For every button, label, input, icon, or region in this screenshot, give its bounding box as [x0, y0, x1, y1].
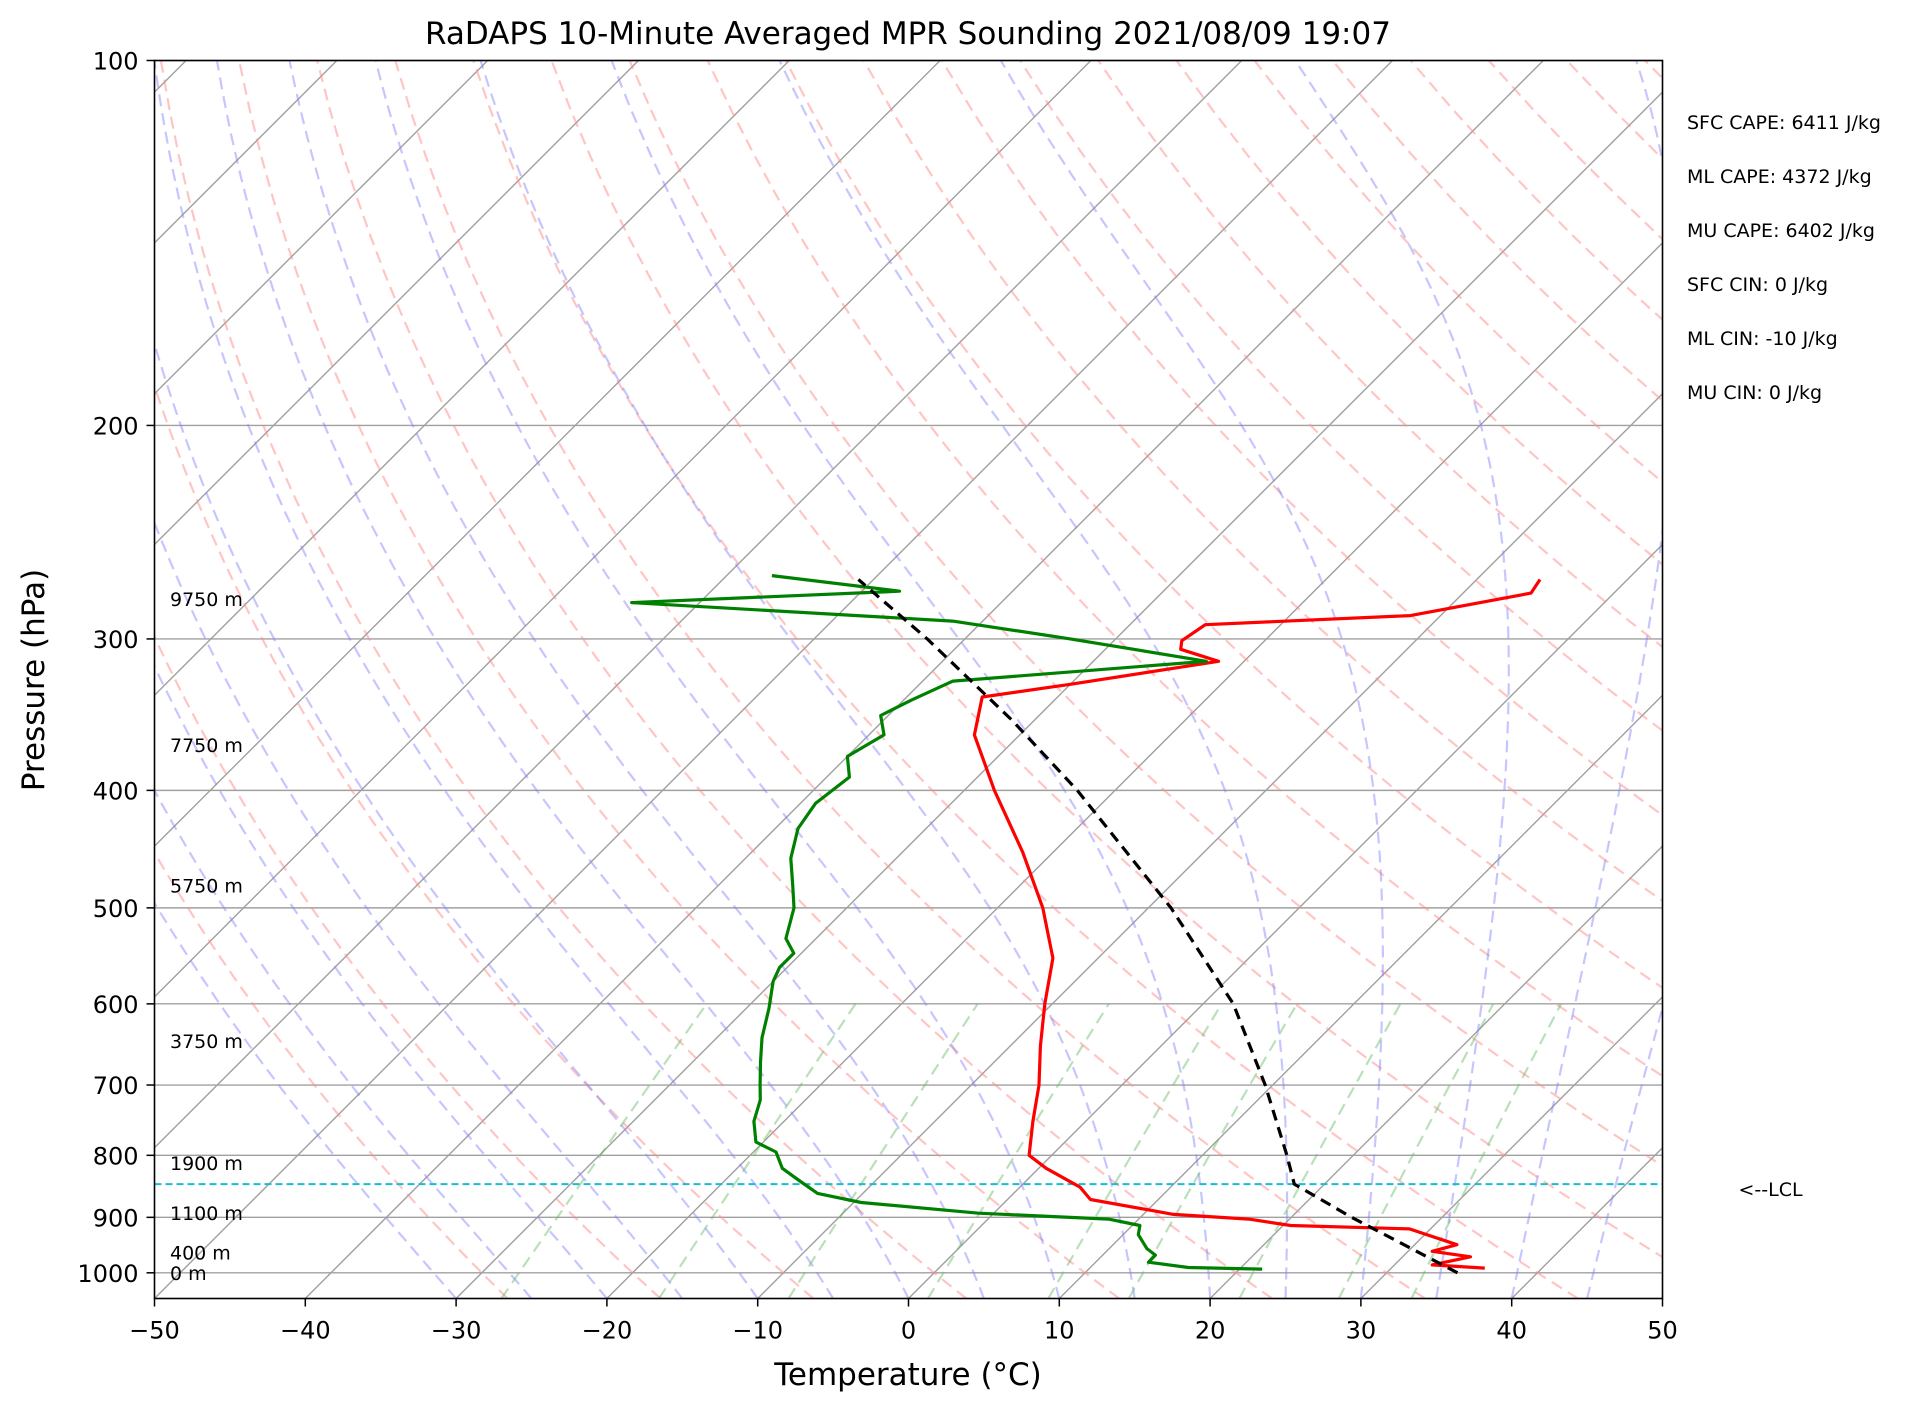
- y-tick-label: 1000: [77, 1260, 138, 1288]
- y-tick-label: 600: [93, 991, 139, 1019]
- isotherm-line: [0, 61, 639, 1299]
- isotherm-line: [909, 61, 1925, 1299]
- mixing-ratio-line: [1239, 1004, 1400, 1299]
- x-tick-label: 20: [1195, 1317, 1226, 1345]
- y-tick-label: 700: [93, 1072, 139, 1100]
- dry-adiabat-line: [630, 61, 1884, 1299]
- dry-adiabat-line: [0, 61, 508, 1299]
- dry-adiabat-line: [1098, 61, 1925, 1299]
- height-label: 1100 m: [170, 1203, 243, 1225]
- mixing-ratio-line: [501, 1004, 706, 1299]
- x-tick-label: 30: [1346, 1317, 1377, 1345]
- mixing-ratio-line: [789, 1004, 978, 1299]
- isotherm-line: [758, 61, 1925, 1299]
- isotherm-line: [305, 61, 1543, 1299]
- lcl-label-group: <--LCL: [1739, 1179, 1803, 1201]
- dry-adiabat-line: [1255, 61, 1925, 1299]
- x-tick-label: −10: [732, 1317, 783, 1345]
- isotherm-line: [1361, 61, 1925, 1299]
- x-tick-label: −40: [280, 1317, 331, 1345]
- x-tick-label: 10: [1044, 1317, 1075, 1345]
- isotherm-line: [1059, 61, 1925, 1299]
- isotherm-line: [1210, 61, 1925, 1299]
- height-label: 9750 m: [170, 589, 243, 611]
- x-tick-label: −30: [431, 1317, 482, 1345]
- moist-adiabat-line: [481, 61, 1135, 1299]
- moist-adiabat-line: [1295, 61, 1509, 1299]
- moist-adiabat-line: [1001, 61, 1383, 1299]
- moist-adiabat-line: [2, 61, 607, 1299]
- x-tick-label: 50: [1647, 1317, 1678, 1345]
- moist-adiabat-line: [154, 61, 833, 1299]
- y-tick-label: 800: [93, 1142, 139, 1170]
- mixing-ratio-line: [1412, 1004, 1562, 1299]
- x-tick-label: 0: [901, 1317, 916, 1345]
- plot-frame: [155, 61, 1663, 1299]
- stability-indices: SFC CAPE: 6411 J/kg ML CAPE: 4372 J/kg MU …: [1687, 112, 1881, 404]
- moist-adiabat-line: [0, 61, 456, 1299]
- dry-adiabat-line: [1645, 61, 1925, 1299]
- sounding-profiles: [632, 576, 1540, 1273]
- mixing-ratio-line: [1048, 1004, 1221, 1299]
- y-tick-label: 500: [93, 895, 139, 923]
- height-label: 400 m: [170, 1242, 231, 1264]
- moist-adiabat-line: [99, 61, 758, 1299]
- dry-adiabat-line: [83, 61, 814, 1299]
- y-axis-ticks: 100 200 300 400 500 600 700 800 900 1000: [77, 48, 154, 1288]
- index-label: MU CIN: 0 J/kg: [1687, 382, 1822, 404]
- height-label: 0 m: [170, 1263, 207, 1285]
- dry-adiabat-line: [552, 61, 1731, 1299]
- index-label: SFC CAPE: 6411 J/kg: [1687, 112, 1881, 134]
- isotherm-line: [0, 61, 940, 1299]
- height-label: 3750 m: [170, 1031, 243, 1053]
- y-axis-label: Pressure (hPa): [16, 569, 52, 791]
- chart-title: RaDAPS 10-Minute Averaged MPR Sounding 2…: [425, 16, 1391, 52]
- x-axis-label: Temperature (°C): [773, 1357, 1042, 1393]
- mixing-ratio-lines: [501, 1004, 1561, 1299]
- moist-adiabat-line: [1663, 61, 1925, 1299]
- index-label: ML CIN: -10 J/kg: [1687, 328, 1838, 350]
- mixing-ratio-line: [928, 1004, 1109, 1299]
- temperature-line: [974, 580, 1540, 1269]
- dry-adiabat-line: [1567, 61, 1925, 1299]
- y-tick-label: 400: [93, 777, 139, 805]
- mixing-ratio-line: [659, 1004, 856, 1299]
- x-axis-ticks: −50 −40 −30 −20 −10 0 10 20 30 40 50: [129, 1299, 1678, 1345]
- dry-adiabat-line: [1333, 61, 1925, 1299]
- moist-adiabat-line: [0, 61, 531, 1299]
- dry-adiabat-line: [1176, 61, 1925, 1299]
- height-label: 5750 m: [170, 875, 243, 897]
- height-label: 7750 m: [170, 735, 243, 757]
- x-tick-label: −20: [582, 1317, 633, 1345]
- index-label: MU CAPE: 6402 J/kg: [1687, 220, 1875, 242]
- dry-adiabat-line: [1489, 61, 1925, 1299]
- isotherm-line: [1663, 61, 1925, 1299]
- x-tick-label: 40: [1496, 1317, 1527, 1345]
- index-label: ML CAPE: 4372 J/kg: [1687, 166, 1872, 188]
- mixing-ratio-line: [1339, 1004, 1494, 1299]
- y-tick-label: 100: [93, 48, 139, 76]
- height-label: 1900 m: [170, 1153, 243, 1175]
- dry-adiabat-line: [1723, 61, 1925, 1299]
- isotherm-line: [1512, 61, 1925, 1299]
- dry-adiabat-line: [864, 61, 1925, 1299]
- isotherm-line: [0, 61, 488, 1299]
- moist-adiabat-line: [612, 61, 1211, 1299]
- y-tick-label: 300: [93, 626, 139, 654]
- moist-adiabat-line: [48, 61, 682, 1299]
- y-tick-label: 200: [93, 412, 139, 440]
- moist-adiabat-line: [1587, 61, 1895, 1299]
- isotherm-line: [456, 61, 1694, 1299]
- y-tick-label: 900: [93, 1204, 139, 1232]
- x-tick-label: −50: [129, 1317, 180, 1345]
- isotherm-line: [1813, 61, 1925, 1299]
- index-label: SFC CIN: 0 J/kg: [1687, 274, 1828, 296]
- lcl-label: <--LCL: [1739, 1179, 1803, 1201]
- dry-adiabat-line: [161, 61, 966, 1299]
- isotherm-line: [0, 61, 1091, 1299]
- dry-adiabat-line: [473, 61, 1578, 1299]
